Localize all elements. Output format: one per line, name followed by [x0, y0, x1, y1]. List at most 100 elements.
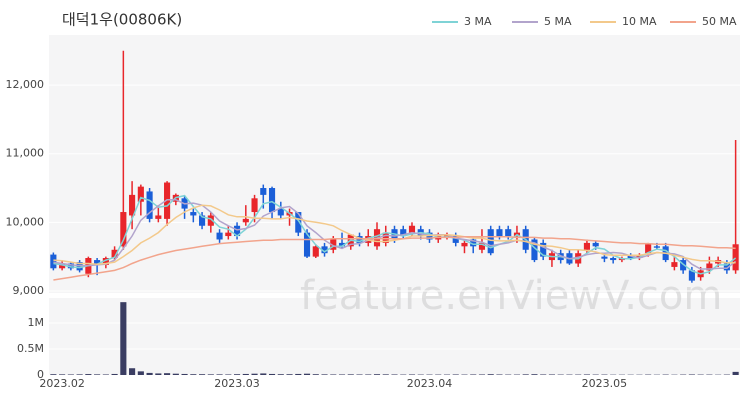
candle-body — [505, 229, 512, 237]
volume-bar — [487, 374, 494, 375]
volume-bar — [312, 374, 319, 375]
candle-body — [688, 270, 695, 281]
candle-body — [592, 242, 599, 247]
candle-body — [303, 232, 311, 257]
volume-bar — [356, 374, 363, 375]
volume-bar — [111, 373, 118, 375]
volume-bar — [522, 374, 529, 375]
candle-body — [723, 263, 730, 271]
candle-body — [59, 263, 66, 269]
volume-bar — [251, 373, 258, 375]
candle-body — [260, 188, 267, 195]
candle-body — [225, 232, 232, 237]
candle-body — [312, 246, 319, 257]
volume-bar — [67, 374, 74, 375]
candle-body — [251, 198, 258, 213]
candle-body — [146, 191, 153, 219]
volume-bar — [164, 373, 171, 375]
volume-tick-label: 1M — [28, 316, 45, 329]
candle-body — [583, 242, 590, 250]
x-tick-label: 2023.04 — [407, 377, 453, 390]
volume-bar — [496, 374, 503, 375]
legend-label: 50 MA — [702, 15, 737, 28]
volume-bar — [338, 374, 346, 375]
x-tick-label: 2023.05 — [582, 377, 628, 390]
volume-bar — [146, 372, 153, 375]
volume-bar — [225, 374, 232, 375]
candle-body — [199, 215, 206, 226]
candle-body — [190, 212, 197, 216]
volume-bar — [295, 373, 302, 375]
volume-bar — [260, 373, 267, 375]
candle-body — [155, 215, 162, 219]
volume-bar — [199, 374, 206, 375]
volume-bar — [452, 374, 459, 375]
volume-tick-label: 0.5M — [17, 342, 44, 355]
volume-bar — [190, 374, 197, 375]
x-tick-label: 2023.02 — [39, 377, 85, 390]
candle-body — [487, 229, 494, 254]
volume-bar — [347, 374, 354, 375]
volume-bar — [181, 373, 188, 375]
candle-body — [382, 232, 389, 243]
volume-bar — [50, 374, 57, 375]
candle-body — [540, 242, 547, 257]
ma-line — [53, 198, 737, 270]
volume-bar — [94, 374, 101, 375]
candle-body — [653, 246, 660, 248]
volume-bar — [129, 368, 136, 375]
candle-body — [400, 229, 407, 237]
ma-line — [53, 194, 737, 275]
legend-label: 10 MA — [622, 15, 657, 28]
volume-bar — [268, 373, 276, 375]
candle-body — [67, 263, 74, 269]
candle-body — [295, 212, 302, 233]
volume-tick-label: 0 — [37, 368, 44, 381]
candle-body — [233, 225, 241, 237]
candle-body — [164, 182, 171, 219]
candle-body — [207, 215, 214, 226]
volume-bar — [277, 374, 284, 375]
candle-body — [330, 239, 337, 250]
volume-bar — [233, 374, 241, 375]
candle-body — [706, 263, 713, 271]
volume-bar — [365, 374, 372, 375]
candle-body — [137, 186, 144, 202]
candle-body — [461, 242, 468, 247]
candle-body — [478, 242, 486, 250]
y-tick-label: 10,000 — [6, 215, 45, 228]
candle-body — [321, 246, 328, 254]
legend-label: 3 MA — [464, 15, 492, 28]
candle-body — [680, 260, 687, 271]
candle-body — [50, 254, 57, 269]
volume-panel — [49, 298, 740, 375]
volume-bar — [688, 374, 695, 375]
volume-bar — [373, 374, 381, 375]
volume-bar — [321, 374, 328, 375]
y-tick-label: 9,000 — [13, 284, 45, 297]
volume-bar — [382, 374, 389, 375]
volume-bar — [102, 374, 109, 375]
volume-bar — [286, 374, 293, 375]
volume-bar — [470, 374, 477, 375]
volume-bar — [583, 374, 590, 375]
volume-bar — [478, 374, 486, 375]
candle-body — [268, 188, 276, 213]
volume-bar — [531, 374, 538, 375]
volume-bar — [172, 373, 179, 375]
y-tick-label: 12,000 — [6, 78, 45, 91]
ma-line — [53, 235, 736, 281]
ma-line — [53, 204, 736, 265]
candle-body — [216, 232, 223, 240]
volume-bar — [59, 374, 66, 375]
volume-bar — [85, 374, 92, 375]
volume-bar — [548, 374, 556, 375]
volume-bar — [732, 371, 739, 375]
candle-body — [111, 249, 118, 259]
legend-label: 5 MA — [544, 15, 572, 28]
candle-body — [452, 236, 459, 243]
volume-bar — [155, 373, 162, 375]
candle-body — [671, 262, 678, 267]
candle-body — [338, 242, 346, 247]
